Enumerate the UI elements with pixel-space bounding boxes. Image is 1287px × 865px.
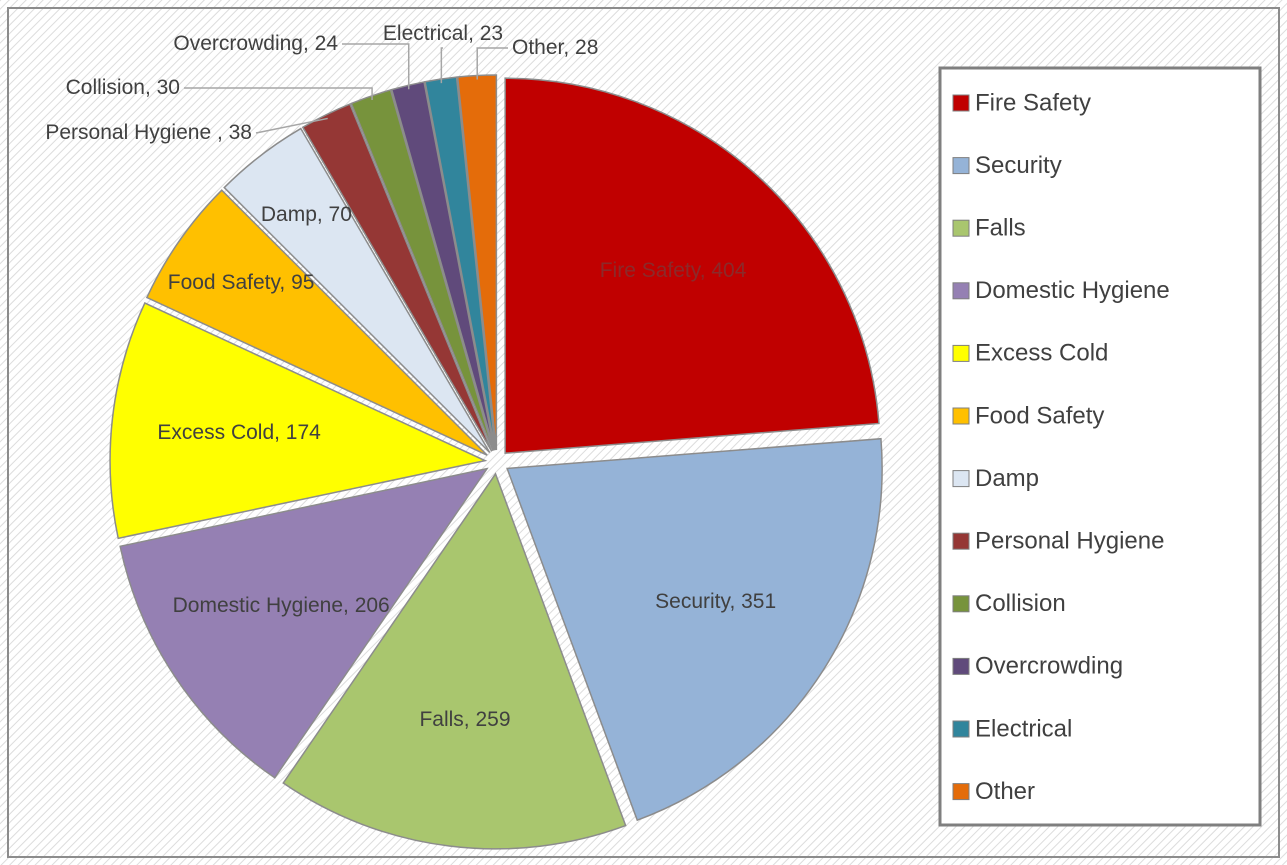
data-label: Fire Safety, 404 [599,259,747,283]
leader-line [184,87,373,100]
legend-label: Electrical [975,715,1072,742]
legend-label: Damp [975,465,1039,492]
data-label: Falls, 259 [419,707,511,731]
leader-line [255,117,328,134]
legend-swatch [952,532,970,550]
legend-swatch [952,783,970,801]
legend-label: Falls [975,215,1026,242]
legend-label: Fire Safety [975,89,1091,116]
legend-swatch [952,219,970,237]
legend-swatch [952,157,970,175]
data-label: Other, 28 [512,36,599,59]
leader-line [342,43,410,90]
chart-border [7,7,1280,858]
legend-label: Collision [975,590,1066,617]
data-label: Overcrowding, 24 [173,32,338,55]
pie-slice [119,467,489,779]
legend-label: Other [975,778,1035,805]
legend-label: Domestic Hygiene [975,277,1170,304]
data-label: Food Safety, 95 [167,271,315,295]
legend-label: Food Safety [975,402,1104,429]
legend-label: Security [975,152,1062,179]
pie-slice [223,127,491,454]
data-label: Domestic Hygiene, 206 [172,594,390,618]
legend-swatch [952,282,970,300]
pie-slice [506,437,883,822]
legend-swatch [952,407,970,425]
legend-swatch [952,470,970,488]
leader-line [476,47,508,80]
pie-slice [145,189,488,456]
data-label: Excess Cold, 174 [157,420,321,444]
legend-swatch [952,720,970,738]
legend-swatch [952,344,970,362]
data-label: Collision, 30 [65,76,180,99]
legend-swatch [952,94,970,112]
data-label: Electrical, 23 [382,22,504,45]
legend-label: Overcrowding [975,653,1123,680]
legend-box [938,66,1262,827]
leader-line [440,47,443,84]
data-label: Security, 351 [655,589,777,613]
pie-slice [282,472,627,850]
legend-swatch [952,595,970,613]
pie-slice [109,302,488,540]
pie-slice [390,81,495,451]
pie-slice [301,103,493,452]
pie-slice [350,89,494,451]
legend-label: Personal Hygiene [975,528,1164,555]
legend-label: Excess Cold [975,340,1108,367]
data-label: Damp, 70 [260,202,352,226]
data-label: Personal Hygiene , 38 [45,121,252,144]
legend-swatch [952,657,970,675]
pie-slice [504,77,880,454]
